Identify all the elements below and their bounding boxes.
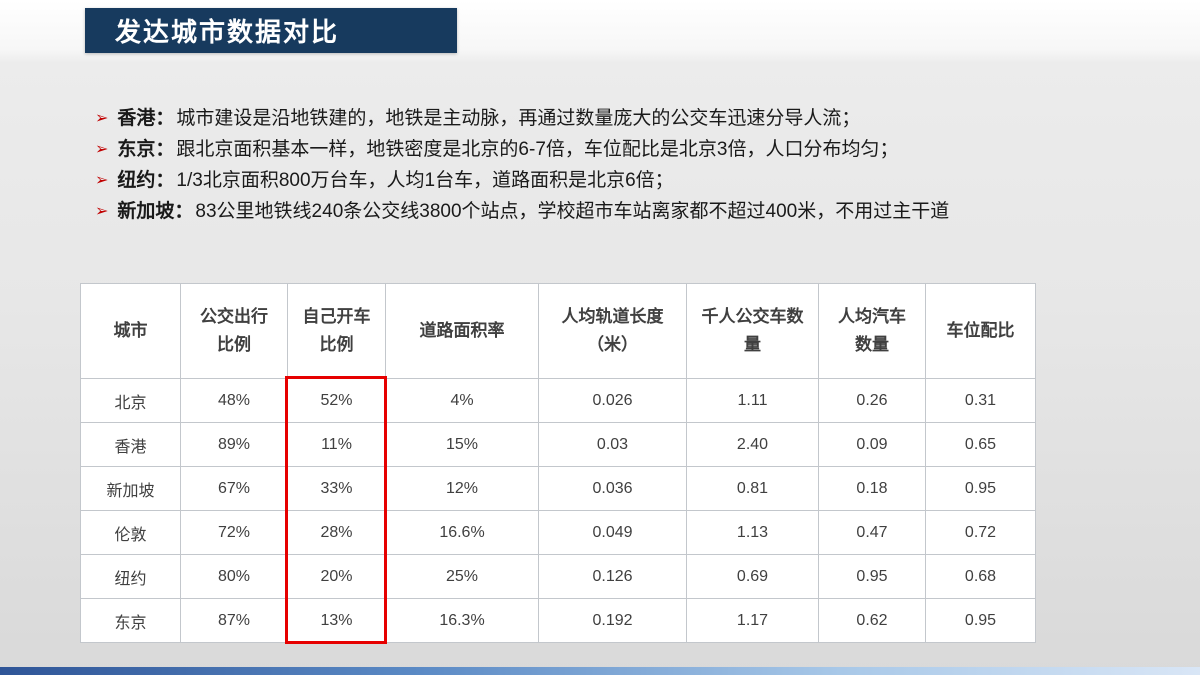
table-row: 新加坡 67% 33% 12% 0.036 0.81 0.18 0.95 [80, 466, 1036, 511]
table-cell: 1.11 [686, 378, 819, 423]
table-cell: 0.036 [538, 466, 687, 511]
bullet-label: 纽约： [117, 170, 175, 191]
table-row: 伦敦 72% 28% 16.6% 0.049 1.13 0.47 0.72 [80, 510, 1036, 555]
table-cell: 0.192 [538, 598, 687, 643]
table-cell: 0.68 [925, 554, 1036, 599]
table-row: 纽约 80% 20% 25% 0.126 0.69 0.95 0.68 [80, 554, 1036, 599]
table-cell: 0.18 [818, 466, 926, 511]
bullet-arrow-icon [95, 139, 108, 159]
table-cell: 2.40 [686, 422, 819, 467]
table-cell: 0.62 [818, 598, 926, 643]
data-table-container: 城市 公交出行比例 自己开车比例 道路面积率 人均轨道长度（米） 千人公交车数量 人均汽车数… [80, 283, 1036, 644]
table-header-cell: 公交出行比例 [180, 283, 288, 379]
bullet-arrow-icon [95, 201, 108, 221]
table-cell: 0.95 [925, 466, 1036, 511]
bullet-text: 1/3北京面积800万台车，人均1台车，道路面积是北京6倍； [176, 170, 674, 191]
bullet-text: 跟北京面积基本一样，地铁密度是北京的6-7倍，车位配比是北京3倍，人口分布均匀； [176, 139, 899, 160]
data-table: 城市 公交出行比例 自己开车比例 道路面积率 人均轨道长度（米） 千人公交车数量 人均汽车数… [80, 283, 1036, 643]
table-cell: 0.81 [686, 466, 819, 511]
city-cell: 东京 [80, 598, 181, 643]
table-cell: 0.95 [925, 598, 1036, 643]
table-header-cell: 千人公交车数量 [686, 283, 819, 379]
table-cell: 0.72 [925, 510, 1036, 555]
bullet-item: 东京： 跟北京面积基本一样，地铁密度是北京的6-7倍，车位配比是北京3倍，人口分… [95, 134, 1115, 165]
bottom-accent-bar [0, 667, 1200, 675]
table-cell: 0.26 [818, 378, 926, 423]
city-cell: 北京 [80, 378, 181, 423]
table-header-cell: 人均汽车数量 [818, 283, 926, 379]
table-cell: 11% [287, 422, 386, 467]
table-cell: 0.47 [818, 510, 926, 555]
table-row: 香港 89% 11% 15% 0.03 2.40 0.09 0.65 [80, 422, 1036, 467]
bullet-item: 新加坡： 83公里地铁线240条公交线3800个站点，学校超市车站离家都不超过4… [95, 196, 1115, 227]
table-cell: 33% [287, 466, 386, 511]
table-cell: 25% [385, 554, 539, 599]
table-cell: 13% [287, 598, 386, 643]
table-cell: 0.026 [538, 378, 687, 423]
table-cell: 12% [385, 466, 539, 511]
bullet-label: 新加坡： [117, 201, 194, 222]
table-header-cell: 车位配比 [925, 283, 1036, 379]
table-row: 北京 48% 52% 4% 0.026 1.11 0.26 0.31 [80, 378, 1036, 423]
city-cell: 纽约 [80, 554, 181, 599]
table-head-row: 城市 公交出行比例 自己开车比例 道路面积率 人均轨道长度（米） 千人公交车数量 人均汽车数… [80, 283, 1036, 379]
table-cell: 0.03 [538, 422, 687, 467]
bullet-text: 城市建设是沿地铁建的，地铁是主动脉，再通过数量庞大的公交车迅速分导人流； [176, 108, 861, 129]
city-cell: 香港 [80, 422, 181, 467]
bullet-arrow-icon [95, 108, 108, 128]
bullet-item: 纽约： 1/3北京面积800万台车，人均1台车，道路面积是北京6倍； [95, 165, 1115, 196]
table-cell: 0.126 [538, 554, 687, 599]
table-cell: 0.31 [925, 378, 1036, 423]
table-cell: 20% [287, 554, 386, 599]
table-cell: 0.65 [925, 422, 1036, 467]
table-cell: 87% [180, 598, 288, 643]
table-cell: 67% [180, 466, 288, 511]
bullet-arrow-icon [95, 170, 108, 190]
table-cell: 48% [180, 378, 288, 423]
title-banner: 发达城市数据对比 [85, 8, 457, 53]
table-cell: 16.6% [385, 510, 539, 555]
table-cell: 1.13 [686, 510, 819, 555]
table-row: 东京 87% 13% 16.3% 0.192 1.17 0.62 0.95 [80, 598, 1036, 643]
table-header-cell: 城市 [80, 283, 181, 379]
table-cell: 15% [385, 422, 539, 467]
table-header-cell: 道路面积率 [385, 283, 539, 379]
bullet-label: 香港： [117, 108, 175, 129]
table-cell: 52% [287, 378, 386, 423]
table-cell: 0.049 [538, 510, 687, 555]
table-cell: 0.69 [686, 554, 819, 599]
table-cell: 80% [180, 554, 288, 599]
table-body: 北京 48% 52% 4% 0.026 1.11 0.26 0.31 香港 89% 11% 15% 0.… [80, 378, 1036, 643]
table-cell: 16.3% [385, 598, 539, 643]
bullet-item: 香港： 城市建设是沿地铁建的，地铁是主动脉，再通过数量庞大的公交车迅速分导人流； [95, 103, 1115, 134]
table-cell: 89% [180, 422, 288, 467]
page-title: 发达城市数据对比 [115, 17, 340, 47]
bullet-label: 东京： [117, 139, 175, 160]
table-cell: 0.09 [818, 422, 926, 467]
bullet-list: 香港： 城市建设是沿地铁建的，地铁是主动脉，再通过数量庞大的公交车迅速分导人流；… [95, 103, 1115, 227]
bullet-text: 83公里地铁线240条公交线3800个站点，学校超市车站离家都不超过400米，不… [195, 201, 950, 222]
table-header-cell: 自己开车比例 [287, 283, 386, 379]
city-cell: 伦敦 [80, 510, 181, 555]
city-cell: 新加坡 [80, 466, 181, 511]
table-header-cell: 人均轨道长度（米） [538, 283, 687, 379]
table-cell: 1.17 [686, 598, 819, 643]
table-cell: 4% [385, 378, 539, 423]
table-cell: 28% [287, 510, 386, 555]
table-cell: 72% [180, 510, 288, 555]
table-cell: 0.95 [818, 554, 926, 599]
